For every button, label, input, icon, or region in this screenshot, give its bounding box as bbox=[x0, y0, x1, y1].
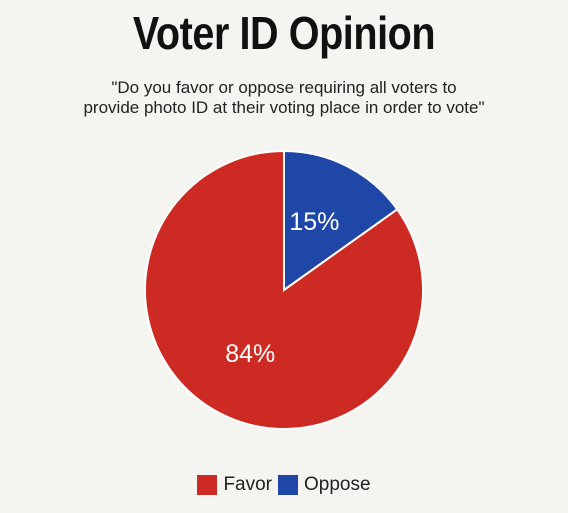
data-label-favor: 84% bbox=[225, 340, 275, 368]
legend-label-favor: Favor bbox=[223, 474, 273, 495]
legend-item-favor: Favor bbox=[197, 474, 272, 496]
subtitle-line-1: "Do you favor or oppose requiring all vo… bbox=[111, 78, 457, 97]
legend-swatch-favor bbox=[197, 475, 218, 495]
chart-subtitle: "Do you favor or oppose requiring all vo… bbox=[0, 78, 568, 118]
chart-title: Voter ID Opinion bbox=[132, 7, 436, 59]
legend-item-oppose: Oppose bbox=[278, 474, 371, 496]
data-label-oppose: 15% bbox=[289, 208, 339, 236]
chart-legend: Favor Oppose bbox=[0, 474, 568, 496]
pie-chart: 15% 84% bbox=[144, 149, 424, 430]
pie-slice-favor bbox=[144, 149, 424, 430]
pie-slice-oppose bbox=[283, 149, 399, 292]
legend-swatch-oppose bbox=[278, 475, 299, 495]
legend-label-oppose: Oppose bbox=[304, 474, 371, 495]
subtitle-line-2: provide photo ID at their voting place i… bbox=[83, 98, 485, 117]
